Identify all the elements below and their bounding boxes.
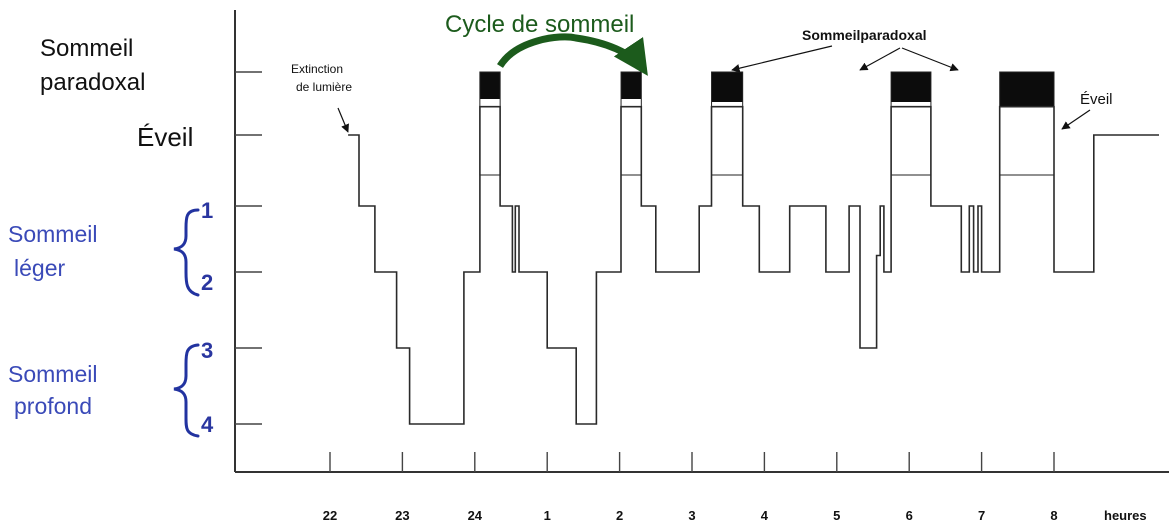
- brace-leger: [173, 208, 200, 297]
- x-tick-label-7: 7: [978, 508, 985, 522]
- group-label-leger-line1: Sommeil: [8, 221, 97, 247]
- paradoxal-block-5: [999, 72, 1054, 107]
- x-tick-label-5: 5: [833, 508, 840, 522]
- paradoxal-block-1: [479, 72, 501, 99]
- x-tick-label-1: 1: [544, 508, 551, 522]
- x-tick-label-22: 22: [323, 508, 337, 522]
- annotation-extinction-line2: de lumière: [296, 80, 352, 94]
- paradoxal-block-4: [891, 72, 931, 102]
- x-axis-title: heures: [1104, 508, 1147, 522]
- x-tick-label-6: 6: [906, 508, 913, 522]
- y-label-stage-1: 1: [201, 198, 213, 223]
- group-label-leger-line2: léger: [14, 255, 65, 281]
- annotation-eveil-label: Éveil: [1080, 91, 1113, 108]
- annotation-paradoxal-arrow-3: [901, 47, 959, 72]
- annotation-extinction-line1: Extinction: [291, 62, 343, 76]
- x-tick-label-23: 23: [395, 508, 409, 522]
- y-label-eveil: Éveil: [137, 122, 193, 152]
- annotation-cycle-label: Cycle de sommeil: [445, 11, 634, 38]
- group-label-profond-line1: Sommeil: [8, 361, 97, 387]
- y-label-stage-3: 3: [201, 338, 213, 363]
- annotation-paradoxal-label: Sommeilparadoxal: [802, 27, 927, 43]
- annotation-cycle-arrow: [497, 33, 648, 76]
- annotation-paradoxal-arrow-2: [859, 47, 901, 71]
- y-label-stage-2: 2: [201, 270, 213, 295]
- x-tick-label-24: 24: [468, 508, 483, 522]
- group-label-profond-line2: profond: [14, 393, 92, 419]
- y-label-paradoxal-line2: paradoxal: [40, 69, 145, 96]
- x-tick-label-2: 2: [616, 508, 623, 522]
- x-tick-label-3: 3: [688, 508, 695, 522]
- y-label-stage-4: 4: [201, 412, 214, 437]
- brace-profond: [173, 343, 200, 438]
- x-tick-label-8: 8: [1050, 508, 1057, 522]
- annotation-paradoxal-arrow-1: [731, 45, 833, 73]
- hypnogram-line-1: [348, 105, 1159, 425]
- x-tick-label-4: 4: [761, 508, 769, 522]
- annotation-eveil-arrow: [1061, 109, 1091, 130]
- paradoxal-block-2: [621, 72, 642, 99]
- y-label-paradoxal-line1: Sommeil: [40, 35, 133, 62]
- annotation-extinction-arrow: [337, 107, 349, 133]
- paradoxal-block-3: [711, 72, 743, 102]
